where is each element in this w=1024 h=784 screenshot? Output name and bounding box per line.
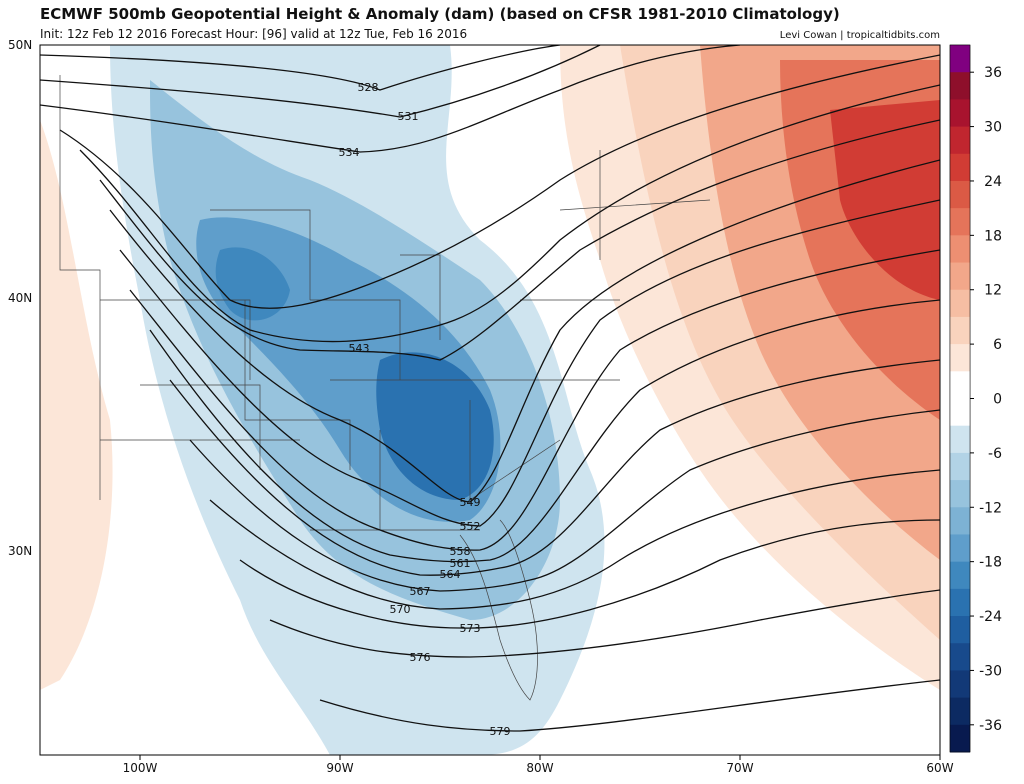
colorbar-segment (950, 289, 970, 318)
colorbar-segment (950, 670, 970, 699)
colorbar-segment (950, 153, 970, 182)
colorbar-segment (950, 262, 970, 291)
colorbar-segment (950, 344, 970, 372)
lat-label: 50N (8, 38, 32, 52)
colorbar-segment (950, 507, 970, 535)
colorbar-label: 36 (984, 65, 1002, 81)
colorbar-label: -36 (979, 718, 1002, 734)
colorbar-segment (950, 480, 970, 508)
subtitle: Init: 12z Feb 12 2016 Forecast Hour: [96… (40, 27, 467, 41)
colorbar-label: 12 (984, 283, 1002, 299)
map-frame (39, 44, 941, 756)
lon-label: 100W (123, 761, 158, 775)
colorbar-segment (950, 72, 970, 100)
colorbar-segment (950, 208, 970, 236)
contour-label: 564 (440, 568, 461, 581)
contour-label: 561 (450, 557, 471, 570)
contour-label: 579 (490, 725, 511, 738)
contour-label: 528 (358, 81, 379, 94)
colorbar-segment (950, 588, 970, 617)
title: ECMWF 500mb Geopotential Height & Anomal… (40, 5, 840, 23)
colorbar-label: -18 (979, 555, 1002, 571)
colorbar-segment (950, 452, 970, 481)
colorbar-segment (950, 371, 970, 399)
lat-label: 30N (8, 544, 32, 558)
colorbar-segment (950, 697, 970, 726)
colorbar-label: 0 (993, 392, 1002, 408)
contour-label: 534 (339, 146, 360, 159)
colorbar-segment (950, 316, 970, 345)
colorbar-segment (950, 616, 970, 644)
colorbar-label: -6 (988, 446, 1002, 462)
contour-label: 558 (450, 545, 471, 558)
contour-label: 576 (410, 651, 431, 664)
colorbar-label: 6 (993, 337, 1002, 353)
colorbar-label: 18 (984, 228, 1002, 244)
contour-label: 543 (349, 342, 370, 355)
lon-label: 80W (526, 761, 553, 775)
contour-label: 567 (410, 585, 431, 598)
map-area (40, 45, 940, 755)
contour-label: 552 (460, 520, 481, 533)
colorbar-segment (950, 235, 970, 264)
contour-label: 570 (390, 603, 411, 616)
colorbar-segment (950, 99, 970, 128)
lat-label: 40N (8, 291, 32, 305)
contour-label: 549 (460, 496, 481, 509)
colorbar-segment (950, 643, 970, 671)
colorbar-label: -24 (979, 609, 1002, 625)
colorbar-segment (950, 45, 970, 73)
colorbar-segment (950, 425, 970, 454)
colorbar-segment (950, 126, 970, 155)
colorbar-segment (950, 561, 970, 590)
colorbar-label: -30 (979, 663, 1002, 679)
colorbar-segment (950, 534, 970, 563)
lon-label: 90W (326, 761, 353, 775)
colorbar-label: 24 (984, 174, 1002, 190)
contour-label: 531 (398, 110, 419, 123)
colorbar-label: 30 (984, 120, 1002, 136)
lon-label: 60W (926, 761, 953, 775)
colorbar-segment (950, 724, 970, 753)
contour-label: 573 (460, 622, 481, 635)
credit: Levi Cowan | tropicaltidbits.com (780, 30, 940, 41)
colorbar-segment (950, 398, 970, 427)
lon-label: 70W (726, 761, 753, 775)
colorbar-label: -12 (979, 500, 1002, 516)
colorbar-segment (950, 180, 970, 209)
